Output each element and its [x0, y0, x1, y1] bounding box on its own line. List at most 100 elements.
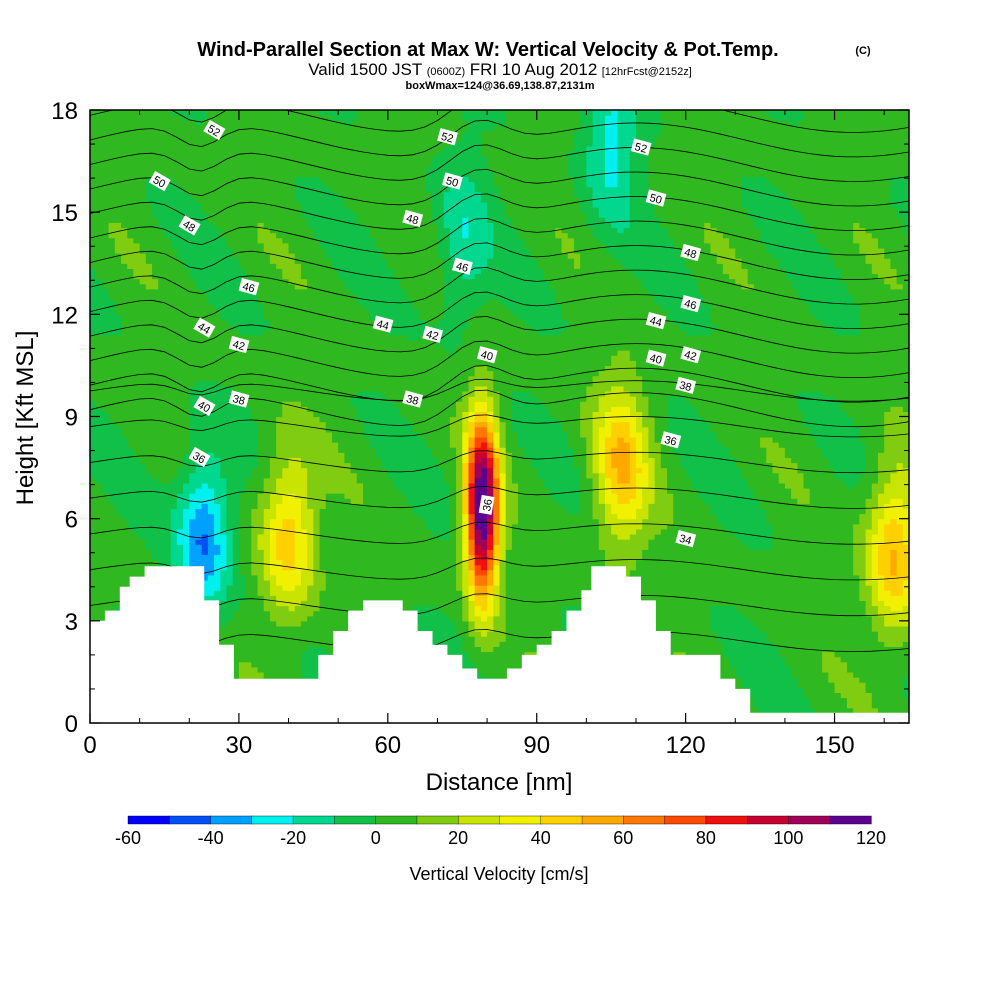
velocity-cell [257, 370, 265, 377]
velocity-cell [226, 314, 234, 321]
velocity-cell [325, 508, 333, 515]
velocity-cell [251, 370, 259, 377]
velocity-cell [121, 166, 128, 172]
velocity-cell [251, 569, 259, 576]
velocity-cell [338, 181, 345, 188]
velocity-cell [263, 539, 271, 545]
velocity-cell [108, 355, 116, 361]
velocity-cell [108, 299, 116, 305]
velocity-cell [294, 155, 302, 162]
velocity-cell [226, 299, 234, 305]
velocity-cell [319, 110, 327, 116]
velocity-cell [294, 610, 302, 617]
velocity-cell [170, 263, 178, 269]
velocity-cell [238, 232, 246, 239]
velocity-cell [214, 574, 221, 581]
velocity-cell [300, 656, 308, 663]
velocity-cell [96, 247, 103, 254]
velocity-cell [232, 416, 240, 423]
velocity-cell [232, 329, 240, 336]
velocity-cell [201, 247, 209, 254]
velocity-cell [176, 232, 184, 239]
velocity-cell [195, 161, 203, 167]
velocity-cell [251, 344, 259, 351]
velocity-cell [220, 196, 228, 203]
velocity-cell [102, 344, 110, 351]
velocity-cell [133, 222, 141, 229]
velocity-cell [325, 431, 333, 438]
velocity-cell [214, 140, 221, 147]
velocity-cell [245, 360, 252, 367]
velocity-cell [300, 263, 308, 269]
velocity-cell [263, 508, 271, 515]
velocity-cell [114, 283, 122, 290]
velocity-cell [201, 590, 209, 596]
velocity-cell [313, 135, 321, 142]
velocity-cell [207, 385, 215, 392]
velocity-cell [257, 186, 265, 193]
velocity-cell [164, 559, 172, 566]
velocity-cell [139, 339, 147, 346]
velocity-cell [257, 523, 265, 530]
velocity-cell [164, 549, 172, 556]
velocity-cell [232, 533, 240, 540]
velocity-cell [325, 150, 333, 157]
velocity-cell [294, 467, 302, 474]
velocity-cell [245, 528, 252, 535]
velocity-cell [269, 498, 277, 504]
velocity-cell [102, 416, 110, 423]
velocity-cell [127, 120, 135, 126]
velocity-cell [313, 631, 321, 637]
velocity-cell [170, 498, 178, 504]
velocity-cell [307, 370, 314, 377]
velocity-cell [121, 207, 128, 213]
velocity-cell [108, 493, 116, 499]
velocity-cell [276, 390, 283, 397]
velocity-cell [127, 442, 135, 448]
velocity-cell [313, 186, 321, 193]
velocity-cell [145, 227, 153, 234]
velocity-cell [170, 196, 178, 203]
velocity-cell [319, 508, 327, 515]
velocity-cell [145, 125, 153, 132]
velocity-cell [90, 319, 97, 326]
velocity-cell [300, 467, 308, 474]
velocity-cell [220, 273, 228, 280]
velocity-cell [127, 222, 135, 229]
velocity-cell [108, 559, 116, 566]
velocity-cell [102, 217, 110, 223]
velocity-cell [220, 237, 228, 244]
velocity-cell [195, 559, 203, 566]
velocity-cell [102, 278, 110, 285]
velocity-cell [238, 590, 246, 596]
velocity-cell [207, 227, 215, 234]
velocity-cell [133, 217, 141, 223]
velocity-cell [158, 426, 166, 433]
velocity-cell [276, 615, 283, 622]
velocity-cell [257, 590, 265, 596]
velocity-cell [152, 283, 159, 290]
velocity-cell [257, 324, 265, 331]
velocity-cell [313, 447, 321, 453]
velocity-cell [338, 222, 345, 229]
velocity-cell [313, 283, 321, 290]
velocity-cell [201, 186, 209, 193]
velocity-cell [139, 334, 147, 341]
velocity-cell [313, 304, 321, 310]
velocity-cell [127, 212, 135, 218]
velocity-cell [226, 360, 234, 367]
velocity-cell [139, 237, 147, 244]
velocity-cell [220, 370, 228, 377]
velocity-cell [90, 442, 97, 448]
velocity-cell [90, 503, 97, 510]
velocity-cell [300, 176, 308, 183]
velocity-cell [102, 452, 110, 458]
velocity-cell [108, 442, 116, 448]
velocity-cell [127, 564, 135, 571]
velocity-cell [226, 436, 234, 443]
velocity-cell [319, 130, 327, 137]
velocity-cell [245, 263, 252, 269]
velocity-cell [195, 344, 203, 351]
velocity-cell [114, 467, 122, 474]
velocity-cell [257, 385, 265, 392]
